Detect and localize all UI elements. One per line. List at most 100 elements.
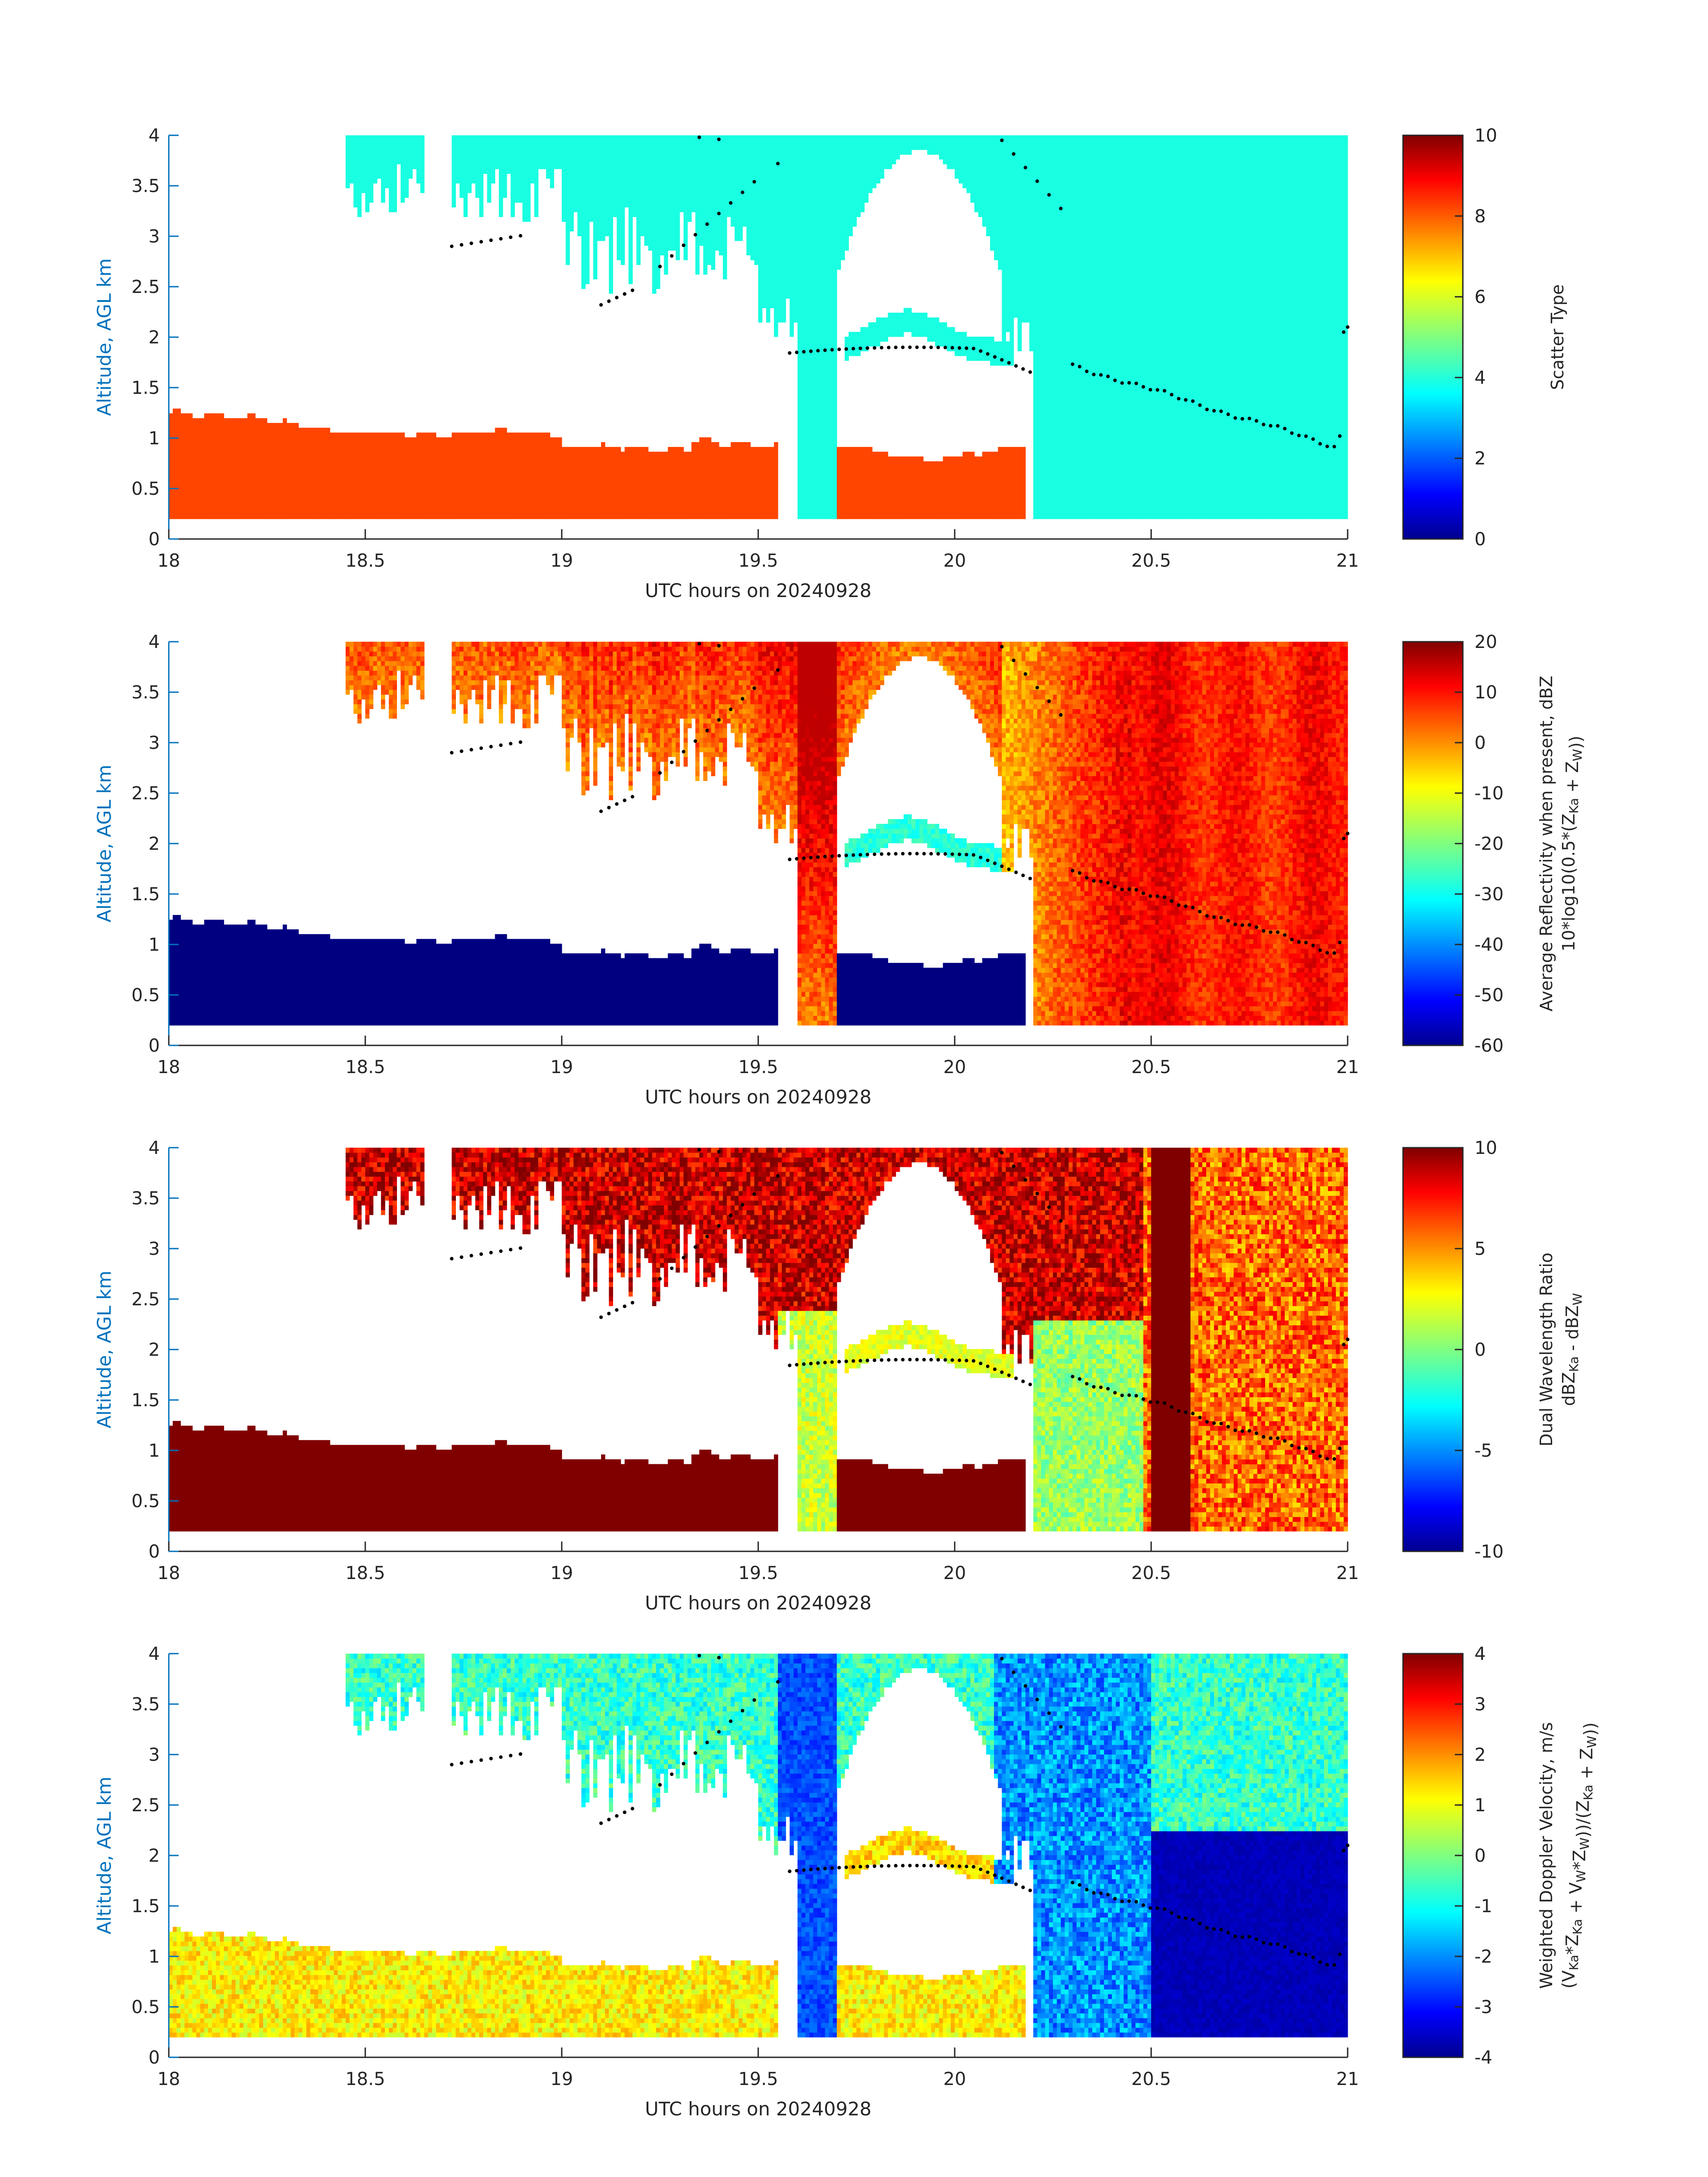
heatmap-cell [177, 495, 181, 500]
heatmap-cell [389, 150, 393, 155]
heatmap-cell [361, 179, 365, 184]
heatmap-cell [275, 447, 279, 452]
heatmap-cell [377, 505, 381, 510]
heatmap-cell [204, 500, 208, 505]
heatmap-cell [177, 456, 181, 461]
heatmap-cell [413, 145, 417, 150]
heatmap-cell [318, 466, 322, 471]
heatmap-cell [409, 500, 413, 505]
heatmap-cell [287, 433, 291, 438]
heatmap-cell [306, 437, 310, 442]
heatmap-cell [420, 447, 424, 452]
heatmap-cell [271, 447, 275, 452]
heatmap-cell [334, 471, 338, 476]
heatmap-cell [188, 414, 192, 418]
heatmap-cell [310, 433, 314, 438]
heatmap-cell [448, 456, 452, 461]
heatmap-cell [416, 500, 420, 505]
heatmap-cell [365, 198, 369, 203]
heatmap-cell [236, 500, 240, 505]
heatmap-cell [436, 452, 440, 457]
heatmap-cell [475, 456, 479, 461]
heatmap-cell [212, 418, 216, 423]
heatmap-cell [350, 476, 354, 481]
heatmap-cell [224, 418, 228, 423]
heatmap-cell [346, 466, 350, 471]
heatmap-cell [239, 466, 243, 471]
heatmap-cell [483, 471, 487, 476]
heatmap-cell [302, 500, 306, 505]
heatmap-cell [326, 428, 330, 433]
heatmap-cell [216, 456, 220, 461]
heatmap-cell [291, 514, 295, 519]
heatmap-cell [232, 509, 236, 514]
heatmap-cell [475, 164, 479, 169]
heatmap-cell [263, 428, 267, 433]
heatmap-cell [472, 471, 476, 476]
heatmap-cell [409, 456, 413, 461]
heatmap-cell [401, 169, 405, 174]
heatmap-cell [188, 481, 192, 485]
heatmap-cell [267, 500, 271, 505]
heatmap-cell [173, 514, 177, 519]
heatmap-cell [212, 461, 216, 466]
heatmap-cell [393, 202, 397, 207]
heatmap-cell [346, 447, 350, 452]
heatmap-cell [224, 433, 228, 438]
heatmap-cell [468, 500, 472, 505]
heatmap-cell [228, 423, 232, 428]
heatmap-cell [455, 505, 459, 510]
heatmap-cell [468, 159, 472, 164]
heatmap-cell [192, 452, 196, 457]
heatmap-cell [381, 155, 385, 159]
heatmap-cell [251, 509, 255, 514]
heatmap-cell [295, 495, 299, 500]
heatmap-cell [405, 155, 409, 159]
heatmap-cell [255, 428, 259, 433]
heatmap-cell [200, 495, 204, 500]
heatmap-cell [173, 461, 177, 466]
heatmap-cell [232, 442, 236, 447]
heatmap-cell [357, 437, 361, 442]
heatmap-cell [239, 485, 243, 490]
heatmap-cell [342, 452, 346, 457]
heatmap-cell [216, 485, 220, 490]
heatmap-cell [271, 490, 275, 495]
heatmap-cell [459, 509, 464, 514]
heatmap-cell [350, 485, 354, 490]
heatmap-cell [239, 490, 243, 495]
heatmap-cell [385, 169, 389, 174]
heatmap-cell [487, 159, 491, 164]
heatmap-cell [464, 490, 468, 495]
heatmap-cell [216, 461, 220, 466]
heatmap-cell [220, 414, 224, 418]
heatmap-cell [354, 164, 358, 169]
heatmap-cell [212, 509, 216, 514]
heatmap-cell [251, 423, 255, 428]
heatmap-cell [338, 452, 342, 457]
heatmap-cell [271, 485, 275, 490]
heatmap-cell [318, 428, 322, 433]
heatmap-cell [377, 495, 381, 500]
heatmap-cell [306, 471, 310, 476]
heatmap-cell [455, 135, 459, 140]
heatmap-cell [487, 433, 491, 438]
heatmap-cell [251, 433, 255, 438]
heatmap-cell [397, 145, 401, 150]
heatmap-cell [440, 471, 444, 476]
heatmap-cell [295, 452, 299, 457]
heatmap-cell [409, 140, 413, 145]
heatmap-cell [228, 476, 232, 481]
heatmap-cell [232, 418, 236, 423]
heatmap-cell [291, 509, 295, 514]
heatmap-cell [483, 433, 487, 438]
heatmap-cell [350, 155, 354, 159]
heatmap-cell [247, 442, 251, 447]
heatmap-cell [330, 456, 334, 461]
heatmap-cell [393, 485, 397, 490]
heatmap-cell [283, 433, 287, 438]
heatmap-cell [224, 452, 228, 457]
heatmap-cell [196, 428, 200, 433]
heatmap-cell [468, 452, 472, 457]
heatmap-cell [196, 495, 200, 500]
